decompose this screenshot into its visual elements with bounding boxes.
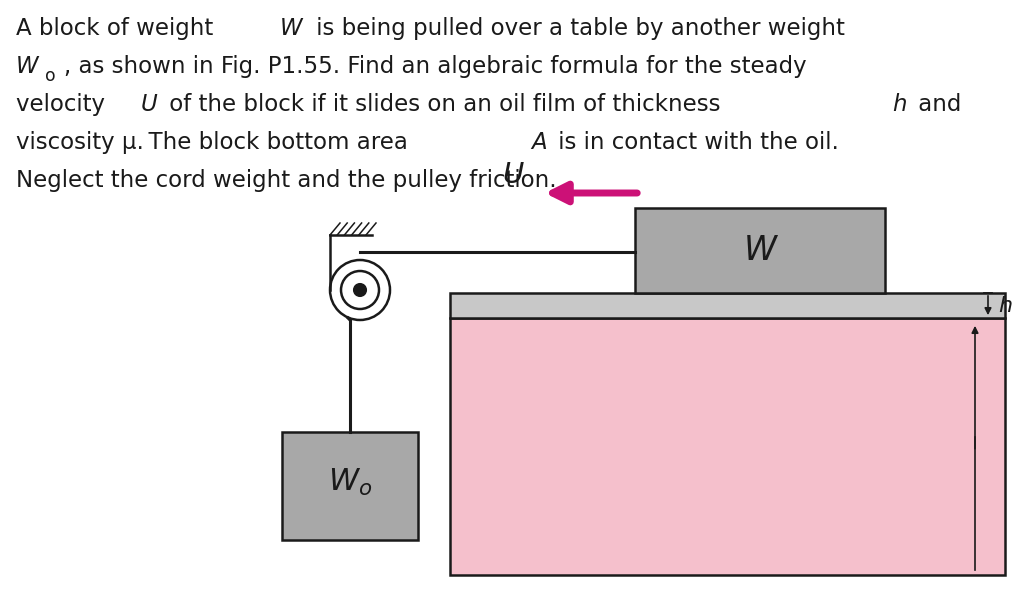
Bar (635, 208, 885, 293)
Text: W: W (280, 17, 302, 40)
Circle shape (354, 284, 366, 296)
Text: velocity: velocity (16, 93, 113, 116)
Text: A block of weight: A block of weight (16, 17, 220, 40)
Bar (450, 318, 1005, 575)
Text: is being pulled over a table by another weight: is being pulled over a table by another … (309, 17, 845, 40)
Text: , as shown in Fig. P1.55. Find an algebraic formula for the steady: , as shown in Fig. P1.55. Find an algebr… (63, 55, 806, 78)
Text: and: and (910, 93, 961, 116)
Text: $W_o$: $W_o$ (328, 467, 372, 497)
Text: W: W (743, 234, 776, 267)
Text: A: A (531, 131, 547, 154)
Text: W: W (16, 55, 39, 78)
Text: is in contact with the oil.: is in contact with the oil. (551, 131, 839, 154)
Text: o: o (45, 67, 56, 85)
Text: of the block if it slides on an oil film of thickness: of the block if it slides on an oil film… (162, 93, 728, 116)
Bar (450, 293, 1005, 318)
Text: viscosity μ. The block bottom area: viscosity μ. The block bottom area (16, 131, 415, 154)
Text: h: h (892, 93, 906, 116)
Text: h: h (998, 296, 1012, 316)
Text: U: U (140, 93, 157, 116)
Text: U: U (503, 161, 524, 189)
Text: Neglect the cord weight and the pulley friction.: Neglect the cord weight and the pulley f… (16, 169, 557, 192)
Bar (282, 432, 418, 540)
